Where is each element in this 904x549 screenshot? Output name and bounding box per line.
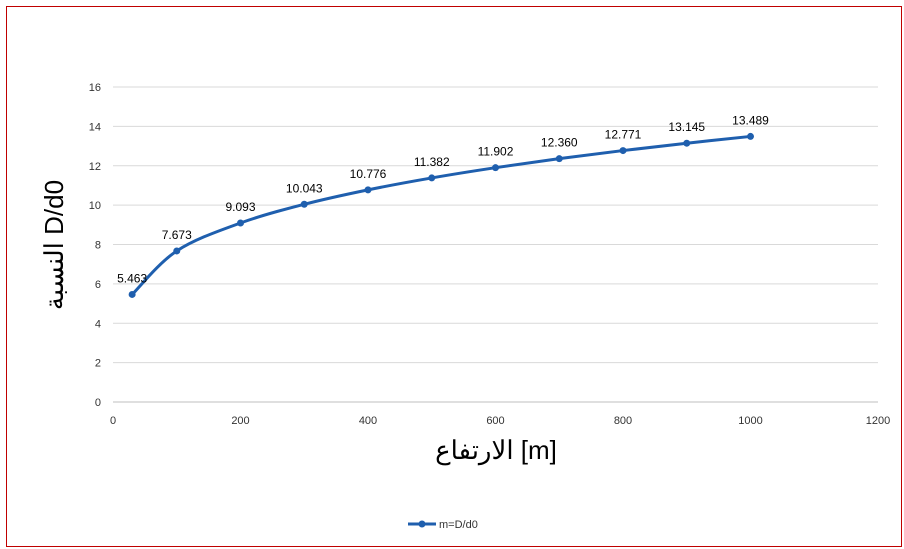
data-label: 12.771	[605, 128, 642, 142]
y-tick-label: 16	[89, 82, 101, 94]
data-point	[619, 147, 627, 155]
y-tick-label: 14	[89, 121, 101, 133]
y-tick-label: 10	[89, 200, 101, 212]
data-label: 5.463	[117, 271, 147, 285]
data-point	[747, 132, 754, 140]
data-label: 10.776	[350, 167, 387, 181]
data-label: 7.673	[162, 228, 192, 242]
data-point	[128, 290, 136, 298]
data-label: 13.145	[668, 120, 705, 134]
data-labels: 5.463 7.673 9.093 10.043 10.776 11.382 11.902 1…	[117, 113, 769, 285]
x-tick-label: 400	[359, 415, 377, 427]
data-label: 11.902	[478, 145, 514, 159]
data-point	[492, 164, 499, 172]
x-axis-title: الارتفاع [m]	[435, 435, 557, 466]
y-axis-title: النسبة D/d0	[39, 180, 69, 310]
x-tick-label: 200	[231, 415, 249, 427]
legend-marker	[418, 520, 426, 528]
y-tick-label: 6	[95, 279, 101, 291]
y-tick-label: 0	[95, 397, 101, 409]
x-tick-label: 1200	[866, 415, 890, 427]
data-label: 11.382	[414, 155, 450, 169]
grid	[113, 86, 878, 403]
legend-label: m=D/d0	[439, 519, 478, 531]
y-tick-label: 12	[89, 161, 101, 173]
data-point	[364, 186, 372, 194]
data-point	[683, 139, 691, 147]
chart-area	[6, 6, 902, 547]
legend: m=D/d0	[408, 519, 478, 531]
data-label: 12.360	[541, 136, 578, 150]
y-tick-label: 2	[95, 358, 101, 370]
data-point	[300, 200, 308, 208]
data-point	[237, 219, 244, 227]
x-tick-label: 0	[110, 415, 116, 427]
data-point	[173, 247, 181, 255]
x-tick-label: 600	[486, 415, 504, 427]
y-tick-label: 8	[95, 240, 101, 252]
tick-labels: 0 2 4 6 8 10 12 14 16 0 200 400 600 800 1000 1200	[89, 82, 890, 427]
data-label: 10.043	[286, 181, 323, 195]
x-tick-label: 1000	[738, 415, 762, 427]
y-tick-label: 4	[95, 318, 101, 330]
x-tick-label: 800	[614, 415, 632, 427]
data-label: 13.489	[732, 113, 769, 127]
data-points	[128, 132, 754, 298]
data-point	[428, 174, 436, 182]
data-point	[555, 155, 563, 163]
data-label: 9.093	[225, 200, 255, 214]
